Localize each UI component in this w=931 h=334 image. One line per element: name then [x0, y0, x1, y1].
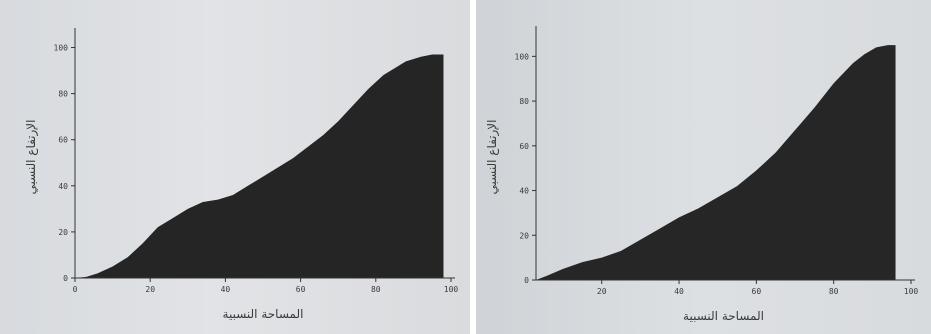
- left-x-axis-title: المساحة النسبية: [223, 307, 304, 321]
- right-y-tick-label: 0: [524, 276, 529, 285]
- left-area-fill: [75, 54, 444, 278]
- left-y-tick-label: 0: [63, 274, 68, 283]
- right-x-tick-label: 20: [597, 287, 607, 296]
- left-chart-photo: 0 20 40 60 80 100 0 20 40 60 80 100 المساحة النسبية ا…: [0, 0, 470, 334]
- left-y-tick-label: 40: [58, 182, 68, 191]
- left-x-tick-label: 20: [145, 285, 155, 294]
- right-x-tick-label: 80: [829, 287, 839, 296]
- right-y-tick-label: 60: [519, 142, 529, 151]
- right-y-axis-title: الإرتفاع النسبي: [485, 120, 500, 195]
- left-x-tick-label: 80: [371, 285, 381, 294]
- right-area-chart: 20 40 60 80 100 0 20 40 60 80 100 المساحة النسبية ال…: [485, 26, 919, 323]
- left-area-chart: 0 20 40 60 80 100 0 20 40 60 80 100 المساحة النسبية ا…: [24, 28, 459, 321]
- left-y-tick-label: 20: [58, 228, 68, 237]
- right-y-tick-label: 80: [519, 97, 529, 106]
- right-x-axis-title: المساحة النسبية: [683, 309, 764, 323]
- right-x-tick-label: 100: [904, 287, 919, 296]
- right-chart-photo: 20 40 60 80 100 0 20 40 60 80 100 المساحة النسبية ال…: [476, 0, 931, 334]
- right-y-tick-label: 40: [519, 187, 529, 196]
- right-x-tick-label: 60: [752, 287, 762, 296]
- right-y-tick-label: 20: [519, 231, 529, 240]
- left-x-tick-label: 0: [73, 285, 78, 294]
- photo-divider: [470, 0, 476, 334]
- right-area-fill: [536, 45, 896, 280]
- left-y-tick-label: 80: [58, 90, 68, 99]
- right-x-tick-label: 40: [674, 287, 684, 296]
- left-y-tick-label: 100: [54, 44, 69, 53]
- left-x-tick-label: 60: [296, 285, 306, 294]
- left-x-tick-label: 100: [444, 285, 459, 294]
- left-y-tick-label: 60: [58, 136, 68, 145]
- left-x-tick-label: 40: [221, 285, 231, 294]
- left-y-axis-title: الإرتفاع النسبي: [24, 120, 39, 195]
- right-y-tick-label: 100: [515, 52, 530, 61]
